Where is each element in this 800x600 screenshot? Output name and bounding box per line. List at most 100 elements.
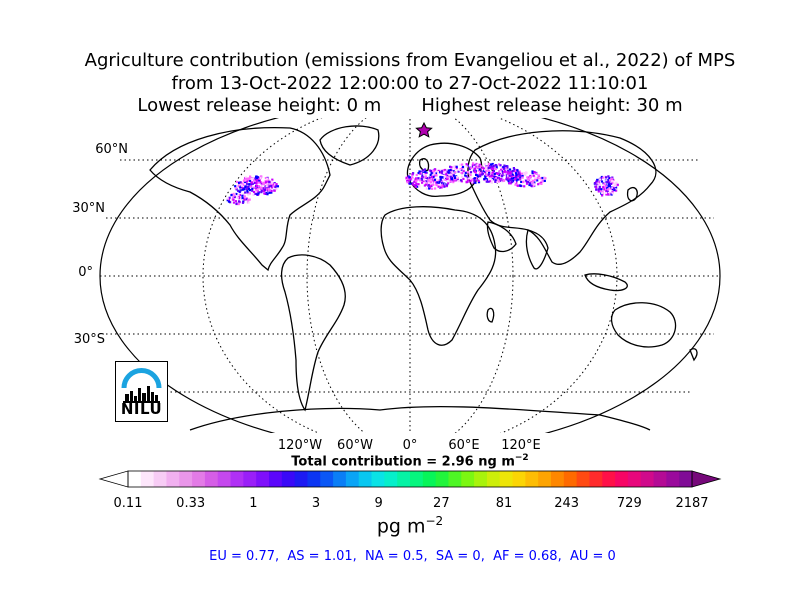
plume-cell	[445, 173, 448, 176]
plume-cell	[232, 201, 236, 204]
plume-cell	[419, 172, 422, 175]
plume-cell	[248, 183, 251, 186]
plume-cell	[493, 172, 496, 176]
colorbar-cell	[422, 471, 437, 487]
plume-cell	[275, 188, 278, 191]
plume-cell	[435, 174, 438, 177]
plume-cell	[517, 178, 520, 181]
plume-cell	[602, 186, 605, 189]
plume-cell	[425, 180, 428, 183]
plume-cell	[256, 176, 259, 179]
plume-cell	[242, 200, 245, 203]
colorbar-cell	[307, 471, 321, 487]
south-america	[280, 254, 346, 412]
plume-cell	[606, 180, 609, 183]
plume-cell	[449, 165, 452, 168]
plume-cell	[494, 178, 497, 181]
plume-cell	[422, 178, 426, 181]
plume-cell	[260, 175, 263, 178]
colorbar-cell	[499, 471, 514, 487]
plume-cell	[266, 183, 269, 186]
plume-cell	[449, 179, 452, 182]
plume-cell	[423, 168, 427, 171]
plume-cell	[455, 177, 458, 180]
plume-cell	[608, 176, 611, 180]
plume-cell	[600, 188, 603, 191]
colorbar-cell	[679, 471, 693, 487]
plume-cell	[430, 184, 433, 187]
plume-cell	[252, 190, 256, 194]
lat-label-60n: 60°N	[95, 142, 128, 157]
plume-cell	[521, 174, 524, 178]
plume-cell	[521, 176, 524, 179]
plume-cell	[503, 167, 506, 170]
plume-cell	[511, 177, 514, 180]
colorbar-under-arrow	[98, 470, 129, 488]
plume-cell	[270, 180, 273, 183]
colorbar-tick-label: 27	[433, 496, 450, 511]
plume-cell	[434, 172, 438, 175]
colorbar-cell	[474, 471, 488, 487]
plume-cell	[270, 185, 273, 188]
plume-cell	[423, 181, 426, 184]
plume-cell	[254, 192, 257, 195]
plume-cell	[228, 196, 231, 199]
plume-cell	[610, 182, 613, 185]
plume-cell	[227, 198, 231, 201]
plume-cell	[421, 169, 424, 172]
plume-cell	[438, 180, 441, 184]
plume-cell	[245, 177, 248, 180]
plume-cell	[512, 173, 515, 176]
plume-cell	[598, 185, 601, 189]
plume-cell	[441, 172, 444, 175]
plume-cell	[407, 177, 410, 180]
plume-cell	[246, 179, 249, 182]
colorbar-cell	[358, 471, 373, 487]
plume-cell	[227, 200, 231, 203]
plume-cell	[413, 180, 416, 183]
plume-cell	[239, 181, 242, 184]
plume-cell	[543, 179, 546, 182]
plume-cell	[239, 183, 242, 186]
plume-cell	[539, 177, 542, 180]
plume-cell	[495, 179, 498, 182]
new-zealand	[689, 348, 698, 362]
plume-cell	[252, 177, 255, 180]
colorbar-cell	[192, 471, 206, 487]
plume-cell	[474, 181, 477, 184]
greenland	[319, 125, 380, 166]
plume-cell	[473, 170, 476, 173]
plume-cell	[462, 177, 465, 180]
plume-cell	[233, 194, 236, 197]
japan	[626, 186, 638, 202]
plume-cell	[452, 181, 455, 184]
plume-cell	[243, 198, 246, 201]
colorbar-cell	[576, 471, 590, 487]
plume-cell	[435, 181, 438, 184]
colorbar-cell	[384, 471, 398, 487]
plume-cell	[234, 185, 237, 188]
plume-cell	[613, 188, 616, 192]
colorbar-cell	[320, 471, 334, 487]
plume-cell	[479, 175, 482, 178]
plume-cell	[235, 187, 238, 190]
plume-cell	[440, 180, 443, 183]
plume-cell	[492, 164, 495, 167]
colorbar-tick-label: 2187	[675, 496, 709, 511]
plume-cell	[469, 177, 472, 180]
plume-cell	[255, 180, 258, 183]
plume-cell	[529, 178, 532, 182]
plume-cell	[536, 176, 539, 180]
plume-cell	[253, 179, 256, 182]
plume-cell	[254, 181, 257, 184]
plume-cell	[244, 187, 247, 191]
plume-cell	[453, 178, 457, 181]
plume-cell	[503, 164, 506, 167]
plume-cell	[417, 183, 420, 186]
plume-cell	[442, 171, 446, 174]
plume-cell	[515, 178, 518, 181]
lon-label-60w: 60°W	[337, 438, 373, 453]
plume-cell	[249, 176, 252, 179]
plume-cell	[238, 190, 241, 193]
plume-cell	[246, 185, 249, 189]
